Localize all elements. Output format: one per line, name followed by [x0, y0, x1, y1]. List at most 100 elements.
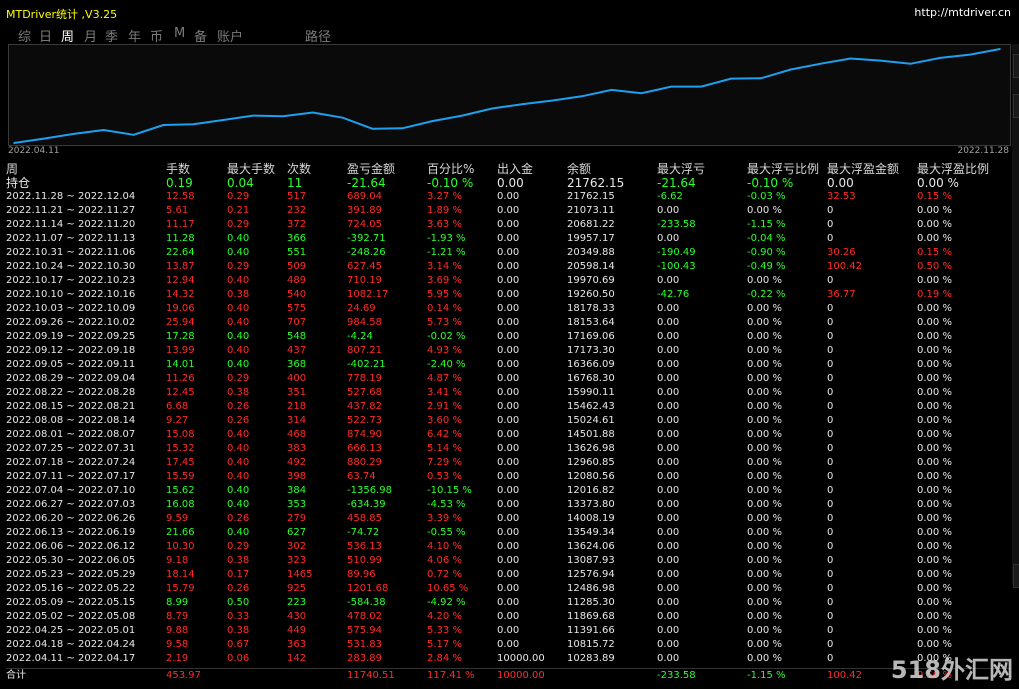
table-row-balance: 12016.82 — [567, 485, 615, 496]
column-header-count[interactable]: 次数 — [287, 162, 312, 176]
table-row-pct: -2.40 % — [427, 359, 466, 370]
tab-0[interactable]: 综 — [18, 30, 32, 45]
table-row-count: 548 — [287, 331, 307, 342]
table-row-count: 384 — [287, 485, 307, 496]
table-row-lots: 25.94 — [166, 317, 195, 328]
table-row-pl: 89.96 — [347, 569, 376, 580]
tab-5[interactable]: 年 — [128, 30, 142, 45]
table-row-lots: 14.32 — [166, 289, 195, 300]
table-row-week: 2022.10.24 ~ 2022.10.30 — [6, 261, 136, 272]
tab-3[interactable]: 月 — [84, 30, 98, 45]
totals-row-maxfl: -233.58 — [657, 670, 696, 681]
tab-10[interactable]: 路径 — [305, 30, 332, 45]
column-header-pct[interactable]: 百分比% — [427, 162, 475, 176]
table-row-count: 302 — [287, 541, 307, 552]
table-row-lots: 15.59 — [166, 471, 195, 482]
table-row-pct: 2.84 % — [427, 653, 462, 664]
table-row-lots: 9.88 — [166, 625, 189, 636]
table-row-count: 925 — [287, 583, 307, 594]
column-header-lots[interactable]: 手数 — [166, 162, 191, 176]
table-row-maxfp: 0 — [827, 471, 834, 482]
table-row-io: 0.00 — [497, 597, 520, 608]
tab-7[interactable]: M — [174, 26, 186, 41]
tab-8[interactable]: 备 — [194, 30, 208, 45]
table-row-maxlots: 0.33 — [227, 611, 250, 622]
tab-1[interactable]: 日 — [39, 30, 53, 45]
table-row-maxfppct: 0.00 % — [917, 625, 952, 636]
website-link[interactable]: http://mtdriver.cn — [914, 6, 1011, 19]
table-row-maxfppct: 0.00 % — [917, 219, 952, 230]
holding-row-count: 11 — [287, 176, 303, 190]
balance-point — [132, 133, 135, 136]
holding-row-lots: 0.19 — [166, 176, 193, 190]
column-header-maxlots[interactable]: 最大手数 — [227, 162, 276, 176]
table-row-pl: -248.26 — [347, 247, 386, 258]
table-row-maxfl: 0.00 — [657, 387, 680, 398]
tab-4[interactable]: 季 — [105, 30, 119, 45]
table-row-maxfppct: 0.00 % — [917, 443, 952, 454]
tab-2[interactable]: 周 — [61, 30, 75, 45]
column-header-pl[interactable]: 盈亏金额 — [347, 162, 396, 176]
table-row-maxfp: 0 — [827, 625, 834, 636]
table-row-count: 509 — [287, 261, 307, 272]
holding-row-maxfppct: 0.00 % — [917, 176, 959, 190]
table-row-maxfp: 0 — [827, 457, 834, 468]
column-header-maxflpct[interactable]: 最大浮亏比例 — [747, 162, 820, 176]
table-row-balance: 21762.15 — [567, 191, 615, 202]
table-row-lots: 8.99 — [166, 597, 189, 608]
table-row-week: 2022.09.26 ~ 2022.10.02 — [6, 317, 136, 328]
scroll-grip-top[interactable] — [1013, 54, 1019, 78]
table-row: 2022.06.27 ~ 2022.07.03 16.08 0.40 353 -634.… — [6, 498, 1010, 512]
table-row-week: 2022.04.18 ~ 2022.04.24 — [6, 639, 136, 650]
column-header-maxfppct[interactable]: 最大浮盈比例 — [917, 162, 990, 176]
table-row: 2022.10.03 ~ 2022.10.09 19.06 0.40 575 24.69… — [6, 302, 1010, 316]
tab-6[interactable]: 币 — [150, 30, 164, 45]
right-scroll-handle[interactable] — [1012, 44, 1019, 588]
column-header-maxfl[interactable]: 最大浮亏 — [657, 162, 706, 176]
table-row-pl: 710.19 — [347, 275, 382, 286]
table-row-pl: 391.89 — [347, 205, 382, 216]
column-header-week[interactable]: 周 — [6, 162, 19, 176]
table-row-count: 707 — [287, 317, 307, 328]
table-row-pct: 4.06 % — [427, 555, 462, 566]
balance-chart — [8, 44, 1011, 146]
column-header-balance[interactable]: 余额 — [567, 162, 592, 176]
column-header-io[interactable]: 出入金 — [497, 162, 534, 176]
table-row-maxfp: 0 — [827, 373, 834, 384]
balance-point — [790, 68, 792, 71]
table-row: 2022.05.16 ~ 2022.05.22 15.79 0.26 925 1201.… — [6, 582, 1010, 596]
table-row-week: 2022.08.08 ~ 2022.08.14 — [6, 415, 136, 426]
table-row-count: 314 — [287, 415, 307, 426]
table-row-balance: 15462.43 — [567, 401, 615, 412]
scroll-grip-mid[interactable] — [1013, 94, 1019, 118]
table-row-maxlots: 0.40 — [227, 359, 250, 370]
column-header-maxfp[interactable]: 最大浮盈金额 — [827, 162, 900, 176]
table-row-maxfl: 0.00 — [657, 275, 680, 286]
table-row-pl: 24.69 — [347, 303, 376, 314]
table-row-week: 2022.04.25 ~ 2022.05.01 — [6, 625, 136, 636]
table-row-maxfp: 0 — [827, 429, 834, 440]
table-row-lots: 9.58 — [166, 639, 189, 650]
table-row-io: 0.00 — [497, 359, 520, 370]
table-row-maxfl: 0.00 — [657, 597, 680, 608]
table-row-maxfp: 0 — [827, 219, 834, 230]
table-row: 2022.11.07 ~ 2022.11.13 11.28 0.40 366 -392.… — [6, 232, 1010, 246]
scroll-grip-bottom[interactable] — [1013, 564, 1019, 588]
table-row-pct: 5.95 % — [427, 289, 462, 300]
table-row-maxfppct: 0.00 % — [917, 387, 952, 398]
balance-point — [222, 119, 224, 121]
table-row-maxlots: 0.38 — [227, 289, 250, 300]
table-row-io: 0.00 — [497, 471, 520, 482]
holding-row-io: 0.00 — [497, 176, 524, 190]
table-row-pl: 874.90 — [347, 429, 382, 440]
table-row-io: 0.00 — [497, 429, 520, 440]
table-row-count: 430 — [287, 611, 307, 622]
table-row-week: 2022.05.16 ~ 2022.05.22 — [6, 583, 136, 594]
tab-9[interactable]: 账户 — [217, 30, 244, 45]
holding-row-maxflpct: -0.10 % — [747, 176, 794, 190]
table-row-pct: 5.73 % — [427, 317, 462, 328]
table-row-maxfl: 0.00 — [657, 611, 680, 622]
table-row-maxflpct: -0.49 % — [747, 261, 786, 272]
table-row: 2022.11.28 ~ 2022.12.04 12.58 0.29 517 689.0… — [6, 190, 1010, 204]
